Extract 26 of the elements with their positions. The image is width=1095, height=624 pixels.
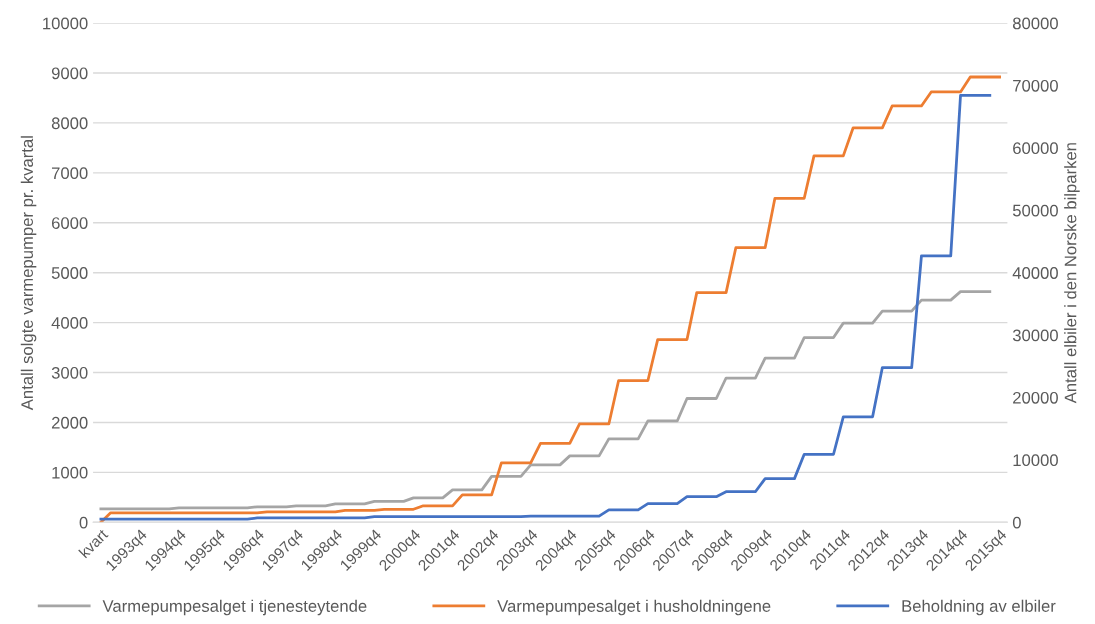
y-tick-label: 7000 <box>52 167 88 180</box>
y-tick-label: 4000 <box>51 317 88 329</box>
y2-tick-label: 0 <box>1012 516 1021 529</box>
y-tick-label: 8000 <box>51 117 88 130</box>
y-tick-label: 10000 <box>43 17 88 30</box>
y-tick-label: 9000 <box>51 67 88 80</box>
y2-tick-label: 20000 <box>1013 391 1058 404</box>
y2-tick-label: 60000 <box>1013 142 1058 155</box>
legend-label: Varmepumpesalget i husholdningene <box>497 599 771 616</box>
y2-tick-label: 40000 <box>1012 267 1058 279</box>
y2-tick-label: 50000 <box>1012 204 1058 217</box>
y-tick-label: 2000 <box>51 416 88 429</box>
y2-tick-label: 80000 <box>1012 17 1058 30</box>
y-tick-label: 6000 <box>51 217 88 229</box>
y2-tick-label: 30000 <box>1012 329 1058 342</box>
y-tick-label: 3000 <box>51 366 88 379</box>
legend-label: Varmepumpesalget i tjenesteytende <box>102 599 367 616</box>
y2-tick-label: 70000 <box>1013 79 1058 92</box>
y-tick-label: 1000 <box>52 466 88 479</box>
y-tick-label: 0 <box>79 516 88 529</box>
y-tick-label: 5000 <box>51 267 88 279</box>
y-axis-title: Antall solgte varmepumper pr. kvartal <box>20 136 37 411</box>
y2-tick-label: 10000 <box>1013 454 1058 467</box>
line-series <box>99 290 992 511</box>
legend-label: Beholdning av elbiler <box>902 599 1056 616</box>
y2-axis-title: Antall elbiler i den Norske bilparken <box>1064 143 1080 404</box>
